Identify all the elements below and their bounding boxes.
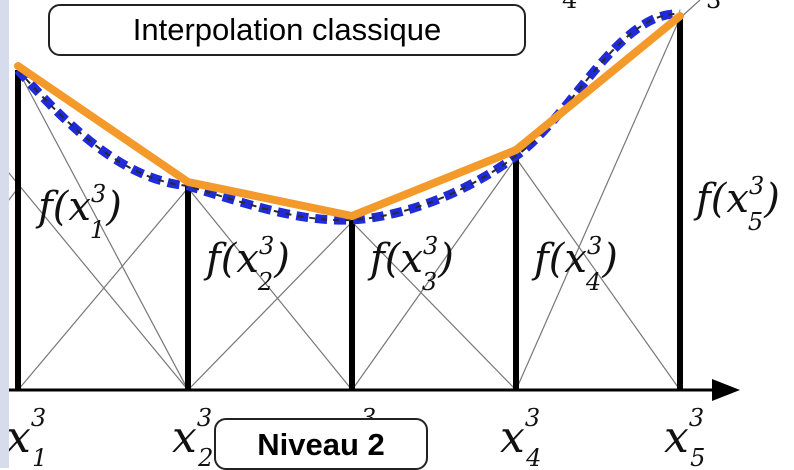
- left-margin-strip: [0, 0, 9, 468]
- hat-line: [9, 172, 189, 391]
- f-label-3: f(x3)3: [367, 232, 454, 296]
- f-label-2: f(x3)2: [203, 232, 290, 296]
- hat-functions: [9, 0, 701, 391]
- hat-line: [351, 221, 517, 391]
- f-value-labels: f(x3)1 f(x3)2 f(x3)3 f(x3)4 f(x3)5: [35, 172, 780, 296]
- hat-line: [17, 187, 189, 391]
- smooth-curve: [14, 9, 681, 225]
- smooth-curve-core: [17, 12, 681, 222]
- hat-line: [515, 17, 681, 391]
- hat-line: [9, 187, 19, 201]
- hat-line: [187, 187, 353, 391]
- top-cut-label-5: 3: [706, 0, 721, 14]
- hat-line: [351, 157, 517, 391]
- title-label: Interpolation classique: [48, 4, 526, 56]
- value-stems: [15, 18, 683, 390]
- hat-line: [187, 221, 353, 391]
- x-label-5: x3 5: [664, 404, 705, 468]
- f-label-1: f(x3)1: [35, 180, 122, 244]
- x-label-4: x3 4: [500, 404, 541, 468]
- x-axis-arrow: [712, 379, 740, 401]
- level-label: Niveau 2: [214, 418, 428, 470]
- hat-line: [515, 157, 681, 391]
- x-label-1: x3 1: [6, 404, 47, 468]
- f-label-4: f(x3)4: [531, 232, 618, 296]
- linear-interpolation: [14, 12, 684, 220]
- f-label-5: f(x3)5: [693, 172, 780, 236]
- hat-line: [17, 69, 189, 391]
- top-cut-label-4: 4: [562, 0, 577, 14]
- x-label-2: x3 2: [172, 404, 213, 468]
